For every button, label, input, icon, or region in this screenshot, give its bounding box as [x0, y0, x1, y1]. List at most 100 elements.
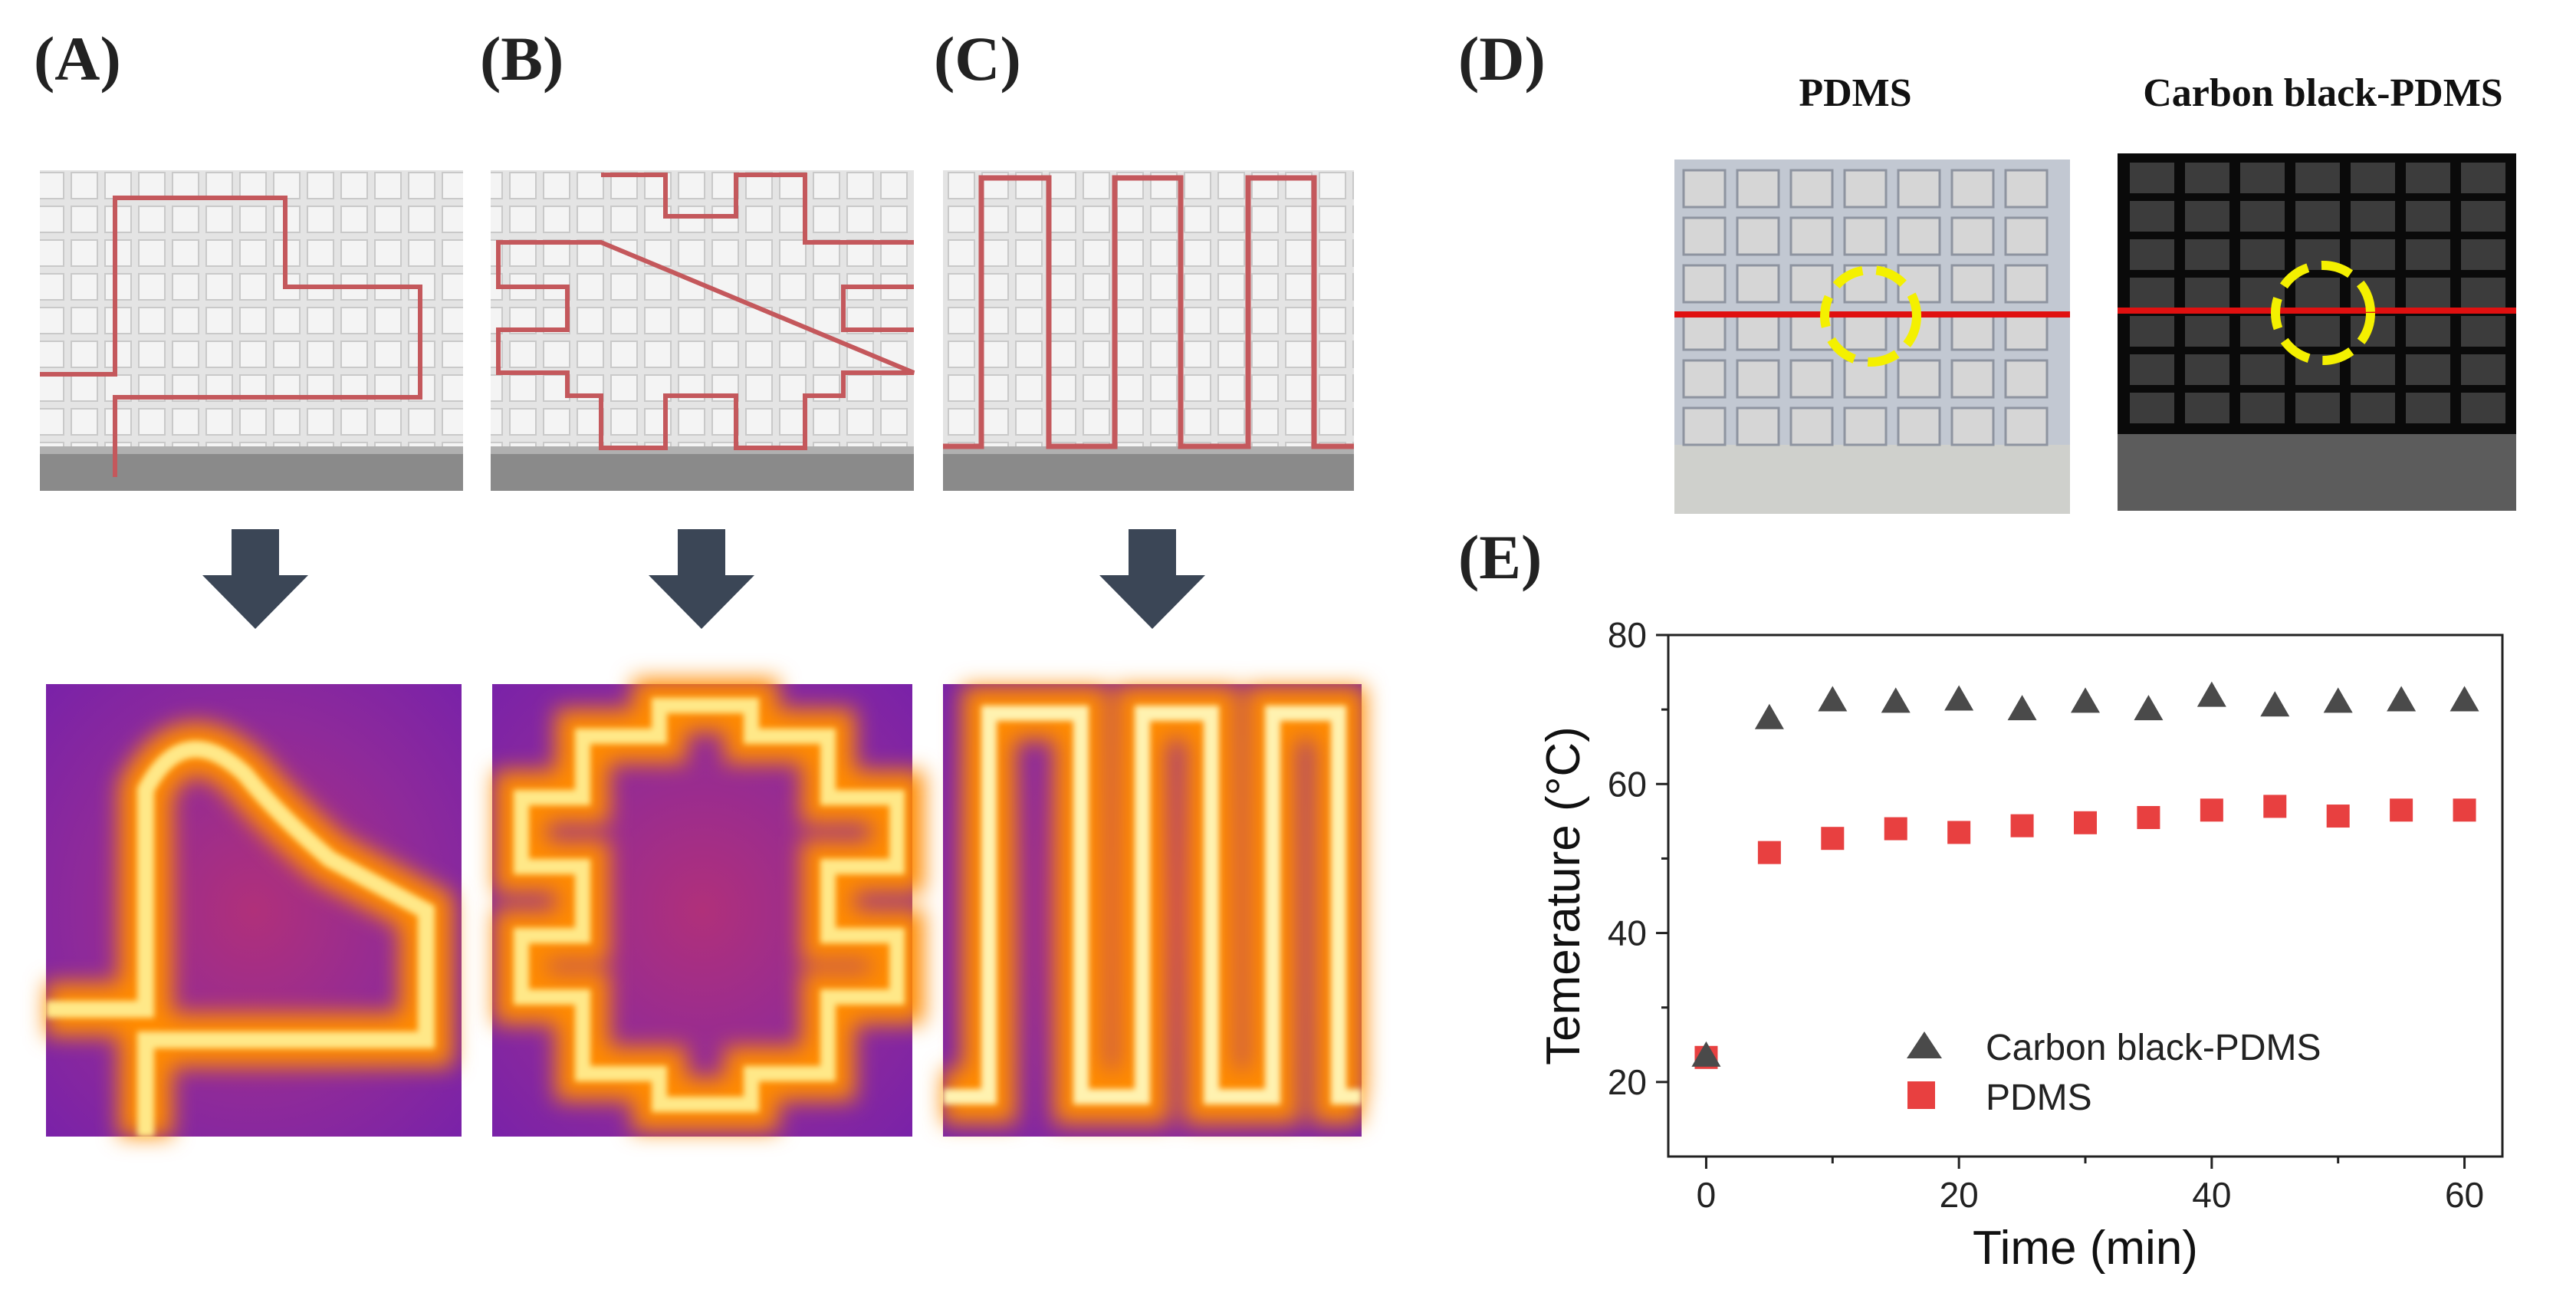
panel-label-d: (D) [1458, 24, 1546, 94]
pdms-cell [1843, 311, 1888, 351]
y-tick-label: 80 [1608, 615, 1647, 655]
cb-cell [2185, 201, 2229, 232]
pdms-cell [2004, 216, 2049, 256]
carbon-black-point [2260, 691, 2290, 717]
cb-cell [2406, 316, 2450, 347]
legend-marker-cb [1907, 1032, 1942, 1058]
pdms-point [1947, 821, 1971, 844]
thermal-image-c [943, 684, 1365, 1137]
panel-label-b: (B) [480, 24, 564, 94]
cb-cell [2351, 239, 2395, 270]
cb-cell [2295, 278, 2340, 308]
cb-cell [2240, 201, 2285, 232]
temperature-chart: 0 20 40 60 20 40 60 80 Time (min) Temerature (°… [1537, 615, 2504, 1275]
cb-cell [2351, 163, 2395, 193]
cb-cell [2461, 239, 2505, 270]
cb-cell [2130, 354, 2174, 385]
thermal-image-b [492, 679, 924, 1137]
circuit-path-b [496, 173, 915, 450]
pdms-cell [2004, 311, 2049, 351]
pdms-cell [1682, 216, 1727, 256]
pdms-cell [1897, 216, 1941, 256]
circuit-path-a [40, 196, 422, 477]
cb-cell [2295, 316, 2340, 347]
panel-label-a: (A) [34, 24, 121, 94]
x-tick-label: 60 [2445, 1175, 2484, 1215]
cb-cell [2185, 316, 2229, 347]
model-c [943, 170, 1354, 491]
carbon-black-point [2007, 695, 2037, 721]
pdms-point [2200, 798, 2223, 822]
cb-cell [2351, 354, 2395, 385]
pdms-cell [1789, 406, 1834, 446]
cb-cell [2406, 393, 2450, 423]
pdms-cell [1843, 359, 1888, 399]
pdms-cell [1897, 406, 1941, 446]
circuit-path-c [943, 175, 1354, 449]
pdms-cell [1736, 311, 1780, 351]
cb-cell [2351, 201, 2395, 232]
arrow-c [1099, 529, 1205, 629]
pdms-cell [1950, 406, 1995, 446]
pdms-cell [1843, 169, 1888, 209]
model-a [40, 170, 463, 491]
pdms-cell [1736, 406, 1780, 446]
pdms-point [1821, 827, 1845, 851]
pdms-cell [1897, 169, 1941, 209]
cb-cell [2240, 354, 2285, 385]
panel-label-c: (C) [934, 24, 1021, 94]
pdms-cell [1897, 264, 1941, 304]
pdms-cell [1682, 406, 1727, 446]
cb-cell [2295, 393, 2340, 423]
arrow-b [649, 529, 754, 629]
cb-cell [2130, 316, 2174, 347]
pdms-cell [1950, 311, 1995, 351]
pdms-cell [2004, 264, 2049, 304]
cb-cell [2461, 354, 2505, 385]
x-tick-label: 0 [1697, 1175, 1717, 1215]
cb-cell [2461, 201, 2505, 232]
pdms-cell [1950, 264, 1995, 304]
pdms-cell [1789, 216, 1834, 256]
cb-cell [2130, 201, 2174, 232]
legend: Carbon black-PDMS PDMS [1907, 1028, 2321, 1118]
pdms-point [1757, 841, 1781, 864]
pdms-point [2326, 805, 2350, 828]
pdms-cell [1789, 359, 1834, 399]
pdms-cell [1843, 406, 1888, 446]
cb-cell [2185, 163, 2229, 193]
cb-cell [2295, 201, 2340, 232]
pdms-yellow-circle [1820, 265, 1921, 367]
cb-cell [2185, 354, 2229, 385]
cb-cell [2240, 163, 2285, 193]
cb-cell [2406, 354, 2450, 385]
carbon-black-point [2323, 687, 2353, 713]
carbon-black-point [1691, 1041, 1721, 1067]
carbon-black-point [2387, 686, 2417, 712]
y-tick-label: 60 [1608, 764, 1647, 804]
cb-cell [2461, 163, 2505, 193]
carbon-black-point [1818, 686, 1848, 712]
pdms-cell [1682, 311, 1727, 351]
thermal-image-a [46, 684, 462, 1137]
model-b [491, 170, 915, 491]
cb-cell [2130, 239, 2174, 270]
cb-cell [2406, 278, 2450, 308]
carbon-black-point [2134, 695, 2164, 721]
x-axis-title: Time (min) [1973, 1222, 2198, 1275]
pdms-cell [1950, 169, 1995, 209]
pdms-cell [1736, 169, 1780, 209]
cb-cell [2185, 278, 2229, 308]
pdms-point [2453, 798, 2476, 822]
pdms-cell [1736, 264, 1780, 304]
cb-cell [2351, 393, 2395, 423]
carbon-black-sample-title: Carbon black-PDMS [2143, 71, 2503, 115]
pdms-cell [1682, 359, 1727, 399]
legend-label-pdms: PDMS [1986, 1078, 2092, 1118]
pdms-cell [1843, 216, 1888, 256]
y-axis-title: Temerature (°C) [1537, 726, 1590, 1065]
pdms-point [2137, 806, 2160, 829]
carbon-black-point [2196, 681, 2226, 707]
pdms-point [2390, 798, 2413, 822]
pdms-sample-photo [1674, 160, 2070, 514]
